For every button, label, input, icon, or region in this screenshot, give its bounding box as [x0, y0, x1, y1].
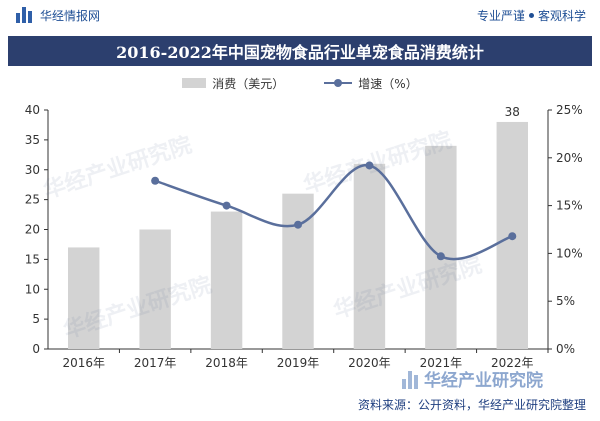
growth-point — [151, 176, 160, 185]
bar — [68, 247, 100, 349]
top-bar: 华经情报网 专业严谨 客观科学 — [0, 0, 600, 30]
left-tick-label: 30 — [25, 163, 40, 177]
slogan-right: 客观科学 — [537, 8, 586, 23]
legend-line-swatch — [324, 78, 353, 88]
left-tick-label: 20 — [25, 223, 40, 237]
x-tick-label: 2022年 — [491, 356, 534, 370]
right-tick-label: 5% — [556, 294, 575, 308]
brand: 华经情报网 — [16, 7, 100, 24]
left-tick-label: 15 — [25, 252, 40, 266]
x-tick-label: 2016年 — [62, 356, 105, 370]
growth-point — [508, 232, 517, 241]
legend-item-growth: 增速（%） — [324, 75, 418, 92]
corner-logo-icon — [402, 369, 418, 389]
left-tick-label: 5 — [32, 312, 40, 326]
legend-item-consumption: 消费（美元） — [182, 75, 284, 92]
brand-logo-icon — [16, 7, 34, 23]
slogan: 专业严谨 客观科学 — [477, 7, 586, 24]
growth-line — [154, 164, 513, 261]
growth-point — [294, 220, 302, 229]
growth-point — [436, 252, 445, 261]
growth-point — [222, 201, 231, 210]
x-tick-label: 2021年 — [420, 356, 463, 370]
bar — [139, 229, 171, 349]
legend-bar-swatch — [182, 78, 207, 88]
brand-name: 华经情报网 — [40, 8, 101, 23]
legend-label-consumption: 消费（美元） — [212, 76, 285, 91]
growth-point — [365, 161, 374, 170]
right-tick-label: 15% — [556, 199, 583, 213]
title-bar: 2016-2022年中国宠物食品行业单宠食品消费统计 — [8, 36, 592, 66]
legend: 消费（美元） 增速（%） — [0, 72, 600, 94]
left-tick-label: 10 — [25, 282, 40, 296]
left-tick-label: 25 — [25, 193, 40, 207]
right-tick-label: 0% — [556, 342, 575, 356]
source-note: 资料来源：公开资料，华经产业研究院整理 — [357, 398, 586, 412]
bullet-dot-icon — [528, 12, 534, 18]
x-tick-label: 2017年 — [134, 356, 177, 370]
slogan-left: 专业严谨 — [476, 8, 525, 23]
left-tick-label: 40 — [25, 103, 40, 117]
corner-watermark-text: 华经产业研究院 — [424, 371, 543, 391]
right-tick-label: 20% — [556, 151, 583, 165]
bar — [353, 163, 386, 349]
right-tick-label: 10% — [556, 246, 583, 260]
corner-watermark: 华经产业研究院 — [402, 366, 543, 391]
x-tick-label: 2019年 — [277, 356, 320, 370]
left-tick-label: 0 — [32, 342, 40, 356]
bar-data-label: 38 — [505, 105, 520, 119]
legend-label-growth: 增速（%） — [358, 76, 418, 91]
right-tick-label: 25% — [556, 103, 583, 117]
bar — [210, 211, 243, 349]
x-tick-label: 2018年 — [205, 356, 248, 370]
chart-title: 2016-2022年中国宠物食品行业单宠食品消费统计 — [116, 43, 484, 62]
x-tick-label: 2020年 — [348, 356, 391, 370]
left-tick-label: 35 — [25, 133, 40, 147]
